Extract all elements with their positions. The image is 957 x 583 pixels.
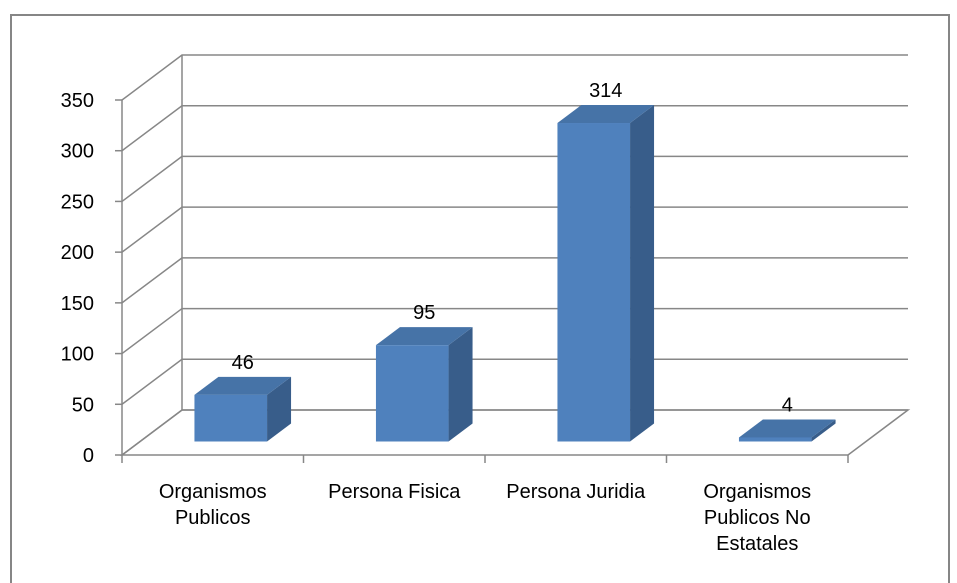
y-tick-label: 0	[83, 445, 94, 467]
value-label: 95	[413, 302, 435, 324]
grid-line	[121, 104, 908, 152]
value-label: 46	[232, 352, 254, 374]
bar	[738, 437, 812, 442]
grid-line	[121, 409, 908, 456]
y-tick-label: 350	[61, 90, 94, 112]
y-tick-label: 50	[72, 394, 94, 416]
bar-side	[630, 105, 655, 442]
bar-side	[811, 419, 836, 442]
y-tick-label: 100	[61, 344, 94, 366]
y-tick-label: 150	[61, 293, 94, 315]
x-tick-label: Organismos Publicos No Estatales	[703, 481, 812, 555]
y-tick-label: 250	[61, 191, 94, 213]
grid-line	[121, 155, 908, 203]
bar-top	[194, 376, 292, 395]
x-tick-label: Persona Juridia	[506, 481, 646, 503]
bar	[194, 394, 268, 442]
chart-frame	[10, 14, 950, 583]
bar-top	[375, 327, 473, 346]
x-tick-label: Persona Fisica	[328, 481, 461, 503]
value-label: 4	[782, 394, 793, 416]
y-tick-label: 300	[61, 141, 94, 163]
y-tick-label: 200	[61, 242, 94, 264]
bar-top	[738, 419, 836, 438]
bar-top	[557, 105, 655, 124]
grid-line	[121, 206, 908, 253]
x-tick-label: Organismos Publicos	[158, 481, 267, 529]
grid-line	[121, 257, 908, 304]
bar-side	[448, 327, 473, 442]
grid-line	[121, 307, 908, 355]
grid-line	[121, 358, 908, 405]
value-label: 314	[589, 80, 622, 102]
bar	[557, 123, 631, 442]
bar-side	[267, 376, 292, 442]
grid-line	[121, 54, 908, 101]
bar	[375, 345, 449, 442]
